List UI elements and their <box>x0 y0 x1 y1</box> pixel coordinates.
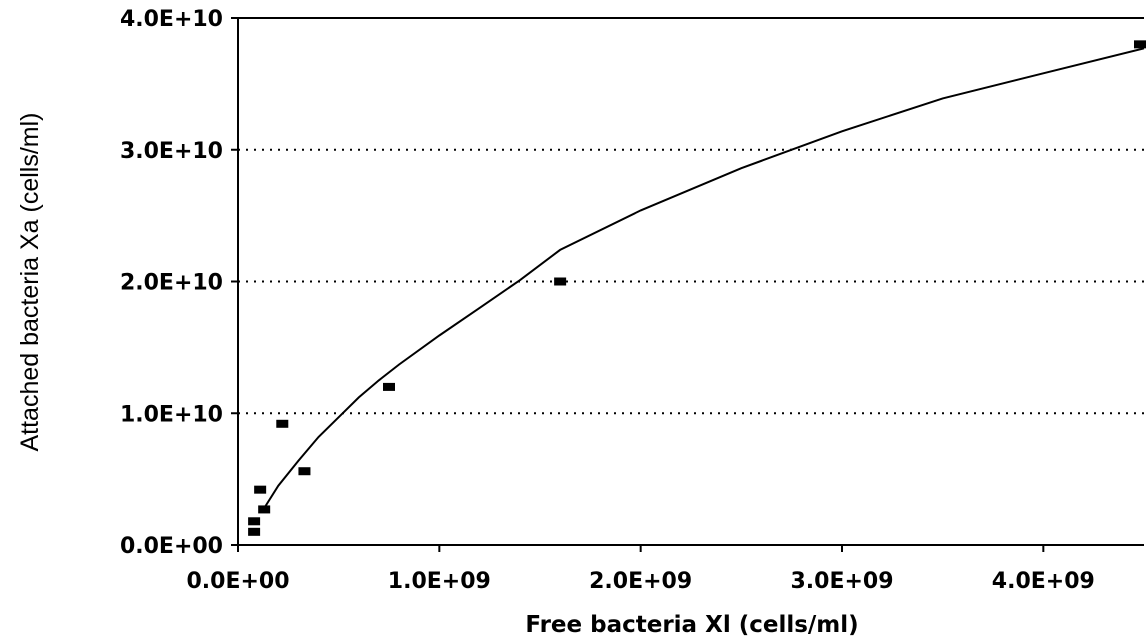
data-point <box>298 467 311 476</box>
axes <box>231 17 1144 552</box>
data-point <box>383 382 395 391</box>
y-tick-label: 1.0E+10 <box>120 402 223 427</box>
y-tick-label: 4.0E+10 <box>120 7 223 32</box>
fitted-curve-line <box>263 47 1145 509</box>
data-point <box>254 485 267 494</box>
y-axis-label: Attached bacteria Xa (cells/ml) <box>16 112 44 451</box>
y-tick-label: 0.0E+00 <box>120 534 223 559</box>
data-point <box>1134 40 1146 49</box>
x-tick-label: 4.0E+09 <box>992 569 1095 594</box>
y-tick-label: 3.0E+10 <box>120 139 223 164</box>
x-tick-label: 2.0E+09 <box>589 569 692 594</box>
y-tick-label: 2.0E+10 <box>120 271 223 296</box>
x-axis-label: Free bacteria Xl (cells/ml) <box>525 612 858 638</box>
data-points <box>248 40 1146 536</box>
fitted-curve <box>263 47 1145 509</box>
data-point <box>258 505 271 514</box>
x-tick-label: 0.0E+00 <box>186 569 289 594</box>
x-tick-label: 1.0E+09 <box>388 569 491 594</box>
data-point <box>248 527 261 536</box>
data-point <box>554 277 567 286</box>
data-point <box>248 517 261 526</box>
y-tick-labels: 0.0E+00 1.0E+10 2.0E+10 3.0E+10 4.0E+10 <box>120 7 223 559</box>
x-tick-labels: 0.0E+00 1.0E+09 2.0E+09 3.0E+09 4.0E+09 <box>186 569 1094 594</box>
data-point <box>276 419 289 428</box>
x-tick-label: 3.0E+09 <box>790 569 893 594</box>
